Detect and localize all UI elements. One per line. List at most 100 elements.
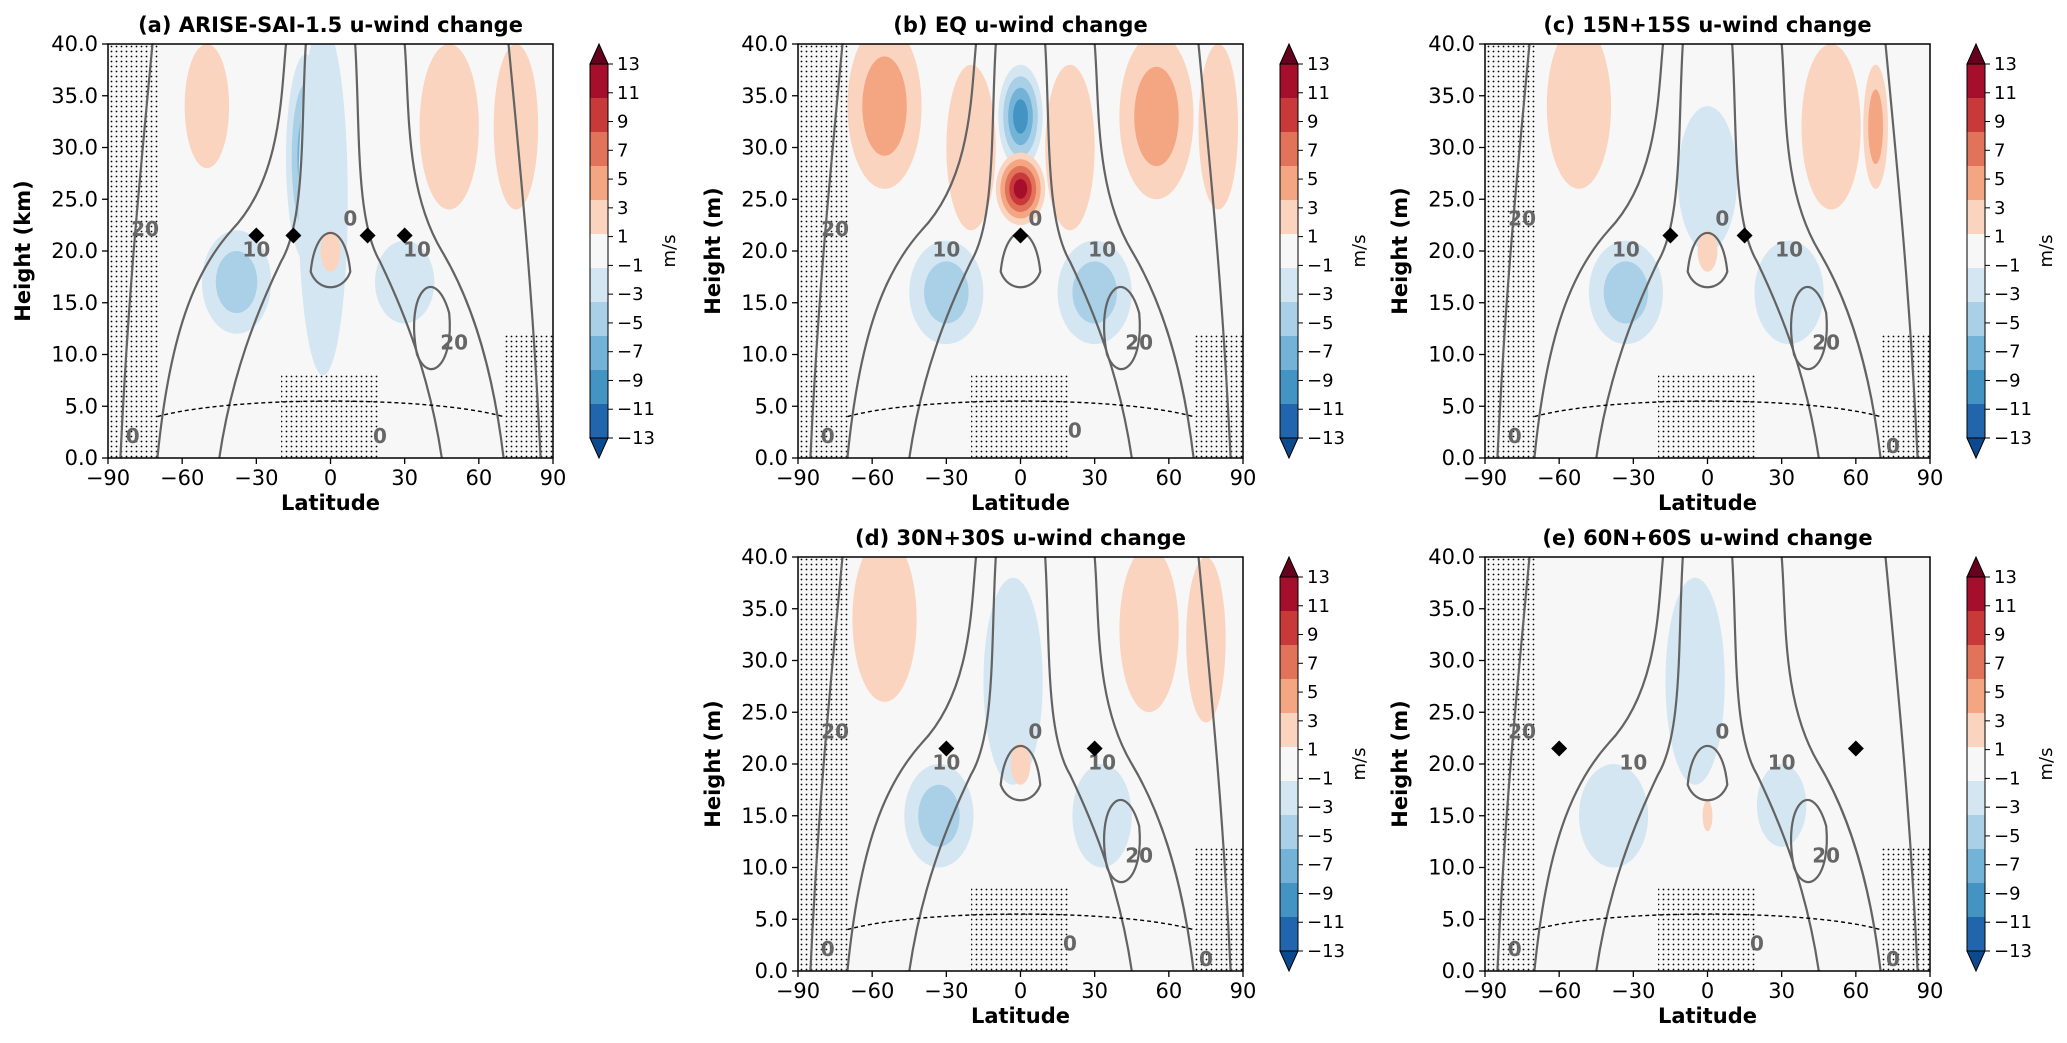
wind-contour xyxy=(1496,44,1531,458)
contour-label: 0 xyxy=(1715,719,1729,743)
colorbar-tick-label: −3 xyxy=(1307,797,1334,818)
anomaly-blob xyxy=(1801,44,1861,210)
colorbar-segment xyxy=(590,98,608,133)
colorbar-tick-label: 1 xyxy=(1307,740,1318,761)
stipple-region xyxy=(971,375,1070,458)
colorbar-tick-label: −13 xyxy=(1307,941,1345,962)
wind-contour xyxy=(908,44,997,458)
x-tick-label: 90 xyxy=(1230,979,1257,1003)
colorbar-tick-label: −11 xyxy=(1994,912,2032,933)
colorbar-tick-label: 1 xyxy=(1994,227,2005,248)
colorbar-tick-label: 3 xyxy=(1307,711,1318,732)
contour-label: 20 xyxy=(821,719,849,743)
contour-label: 0 xyxy=(821,424,835,448)
wind-contour xyxy=(507,44,542,458)
colorbar-tick-label: −1 xyxy=(1307,768,1334,789)
colorbar-tick-label: 5 xyxy=(1307,169,1318,190)
x-tick-label: 0 xyxy=(1014,979,1027,1003)
panel-title: (e) 60N+60S u-wind change xyxy=(1542,526,1872,550)
colorbar-segment xyxy=(1967,849,1985,884)
colorbar-frame xyxy=(1279,63,1299,439)
y-tick-label: 15.0 xyxy=(1428,804,1475,828)
panel-title: (a) ARISE-SAI-1.5 u-wind change xyxy=(138,13,523,37)
wind-contour xyxy=(412,286,451,370)
anomaly-blob xyxy=(184,44,230,169)
anomaly-blob xyxy=(946,64,996,231)
colorbar-segment xyxy=(1280,679,1298,714)
y-tick-label: 10.0 xyxy=(741,343,788,367)
contour-label: 10 xyxy=(403,238,431,262)
colorbar-segment xyxy=(1967,336,1985,371)
colorbar-segment xyxy=(590,200,608,235)
y-tick-label: 5.0 xyxy=(755,907,788,931)
anomaly-blob xyxy=(1756,764,1807,847)
colorbar-tick-label: 7 xyxy=(1307,140,1318,161)
colorbar-tick-label: 7 xyxy=(617,140,628,161)
contour-label: 20 xyxy=(440,331,468,355)
wind-contour xyxy=(1496,557,1531,971)
wind-contour xyxy=(403,44,505,458)
contour-label: 0 xyxy=(343,206,357,230)
zero-contour xyxy=(1534,913,1881,931)
y-tick-label: 15.0 xyxy=(741,291,788,315)
zero-contour xyxy=(157,400,504,418)
y-tick-label: 10.0 xyxy=(1428,343,1475,367)
anomaly-blob xyxy=(1702,800,1713,832)
wind-contour xyxy=(908,557,997,971)
y-axis-label: Height (m) xyxy=(701,187,725,314)
colorbar-extend-bottom xyxy=(1966,950,1986,973)
colorbar-segment xyxy=(1967,64,1985,99)
colorbar-segment xyxy=(590,268,608,303)
x-tick-label: −90 xyxy=(1463,466,1507,490)
colorbar-tick-label: −5 xyxy=(1307,826,1334,847)
x-tick-label: 30 xyxy=(1081,979,1108,1003)
y-tick-label: 25.0 xyxy=(741,700,788,724)
contour-label: 0 xyxy=(1199,947,1213,971)
colorbar-tick-label: −11 xyxy=(1307,912,1345,933)
panel-c: 20 10 10 0 20 0 0 −90 −60 −30 0 30 60 90 0.0 5.0 10.0 15.… xyxy=(1377,0,2067,520)
colorbar-tick-label: −9 xyxy=(617,370,644,391)
colorbar-tick-label: 13 xyxy=(1307,54,1330,75)
colorbar-tick-label: −1 xyxy=(1307,255,1334,276)
colorbar-tick-label: −1 xyxy=(1994,768,2021,789)
stipple-region xyxy=(1658,888,1757,971)
colorbar-segment xyxy=(1967,234,1985,269)
colorbar-label: m/s xyxy=(2036,748,2057,781)
stipple-region xyxy=(1880,846,1930,971)
y-tick-label: 30.0 xyxy=(51,136,98,160)
x-tick-label: 0 xyxy=(1701,979,1714,1003)
wind-contour xyxy=(1780,44,1882,458)
x-tick-label: 30 xyxy=(1768,979,1795,1003)
colorbar-segment xyxy=(1280,883,1298,918)
stipple-region xyxy=(1880,333,1930,458)
colorbar-frame xyxy=(1279,576,1299,952)
anomaly-blob xyxy=(1119,557,1179,713)
x-tick-label: −60 xyxy=(1537,979,1581,1003)
contour-label: 0 xyxy=(373,424,387,448)
colorbar-segment xyxy=(1967,713,1985,748)
x-tick-label: −90 xyxy=(1463,979,1507,1003)
colorbar-segment xyxy=(1967,370,1985,405)
x-tick-label: 60 xyxy=(1155,466,1182,490)
colorbar-tick-label: 13 xyxy=(1994,54,2017,75)
y-tick-label: 30.0 xyxy=(741,649,788,673)
colorbar-tick-label: 3 xyxy=(617,198,628,219)
wind-contour xyxy=(1595,557,1684,971)
x-axis-label: Latitude xyxy=(971,491,1070,515)
colorbar-tick-label: 11 xyxy=(1307,596,1330,617)
y-tick-label: 5.0 xyxy=(1442,907,1475,931)
colorbar-tick-label: 9 xyxy=(1307,112,1318,133)
colorbar-segment xyxy=(1967,611,1985,646)
colorbar-extend-bottom xyxy=(589,437,609,460)
wind-contour xyxy=(309,231,352,289)
contour-label: 10 xyxy=(1775,238,1803,262)
y-tick-label: 15.0 xyxy=(51,291,98,315)
y-tick-label: 5.0 xyxy=(1442,394,1475,418)
wind-contour xyxy=(156,44,288,458)
y-tick-label: 35.0 xyxy=(741,597,788,621)
zero-contour xyxy=(847,400,1194,418)
colorbar-tick-label: −3 xyxy=(1994,284,2021,305)
colorbar-tick-label: −9 xyxy=(1307,883,1334,904)
injection-marker xyxy=(1012,227,1029,244)
